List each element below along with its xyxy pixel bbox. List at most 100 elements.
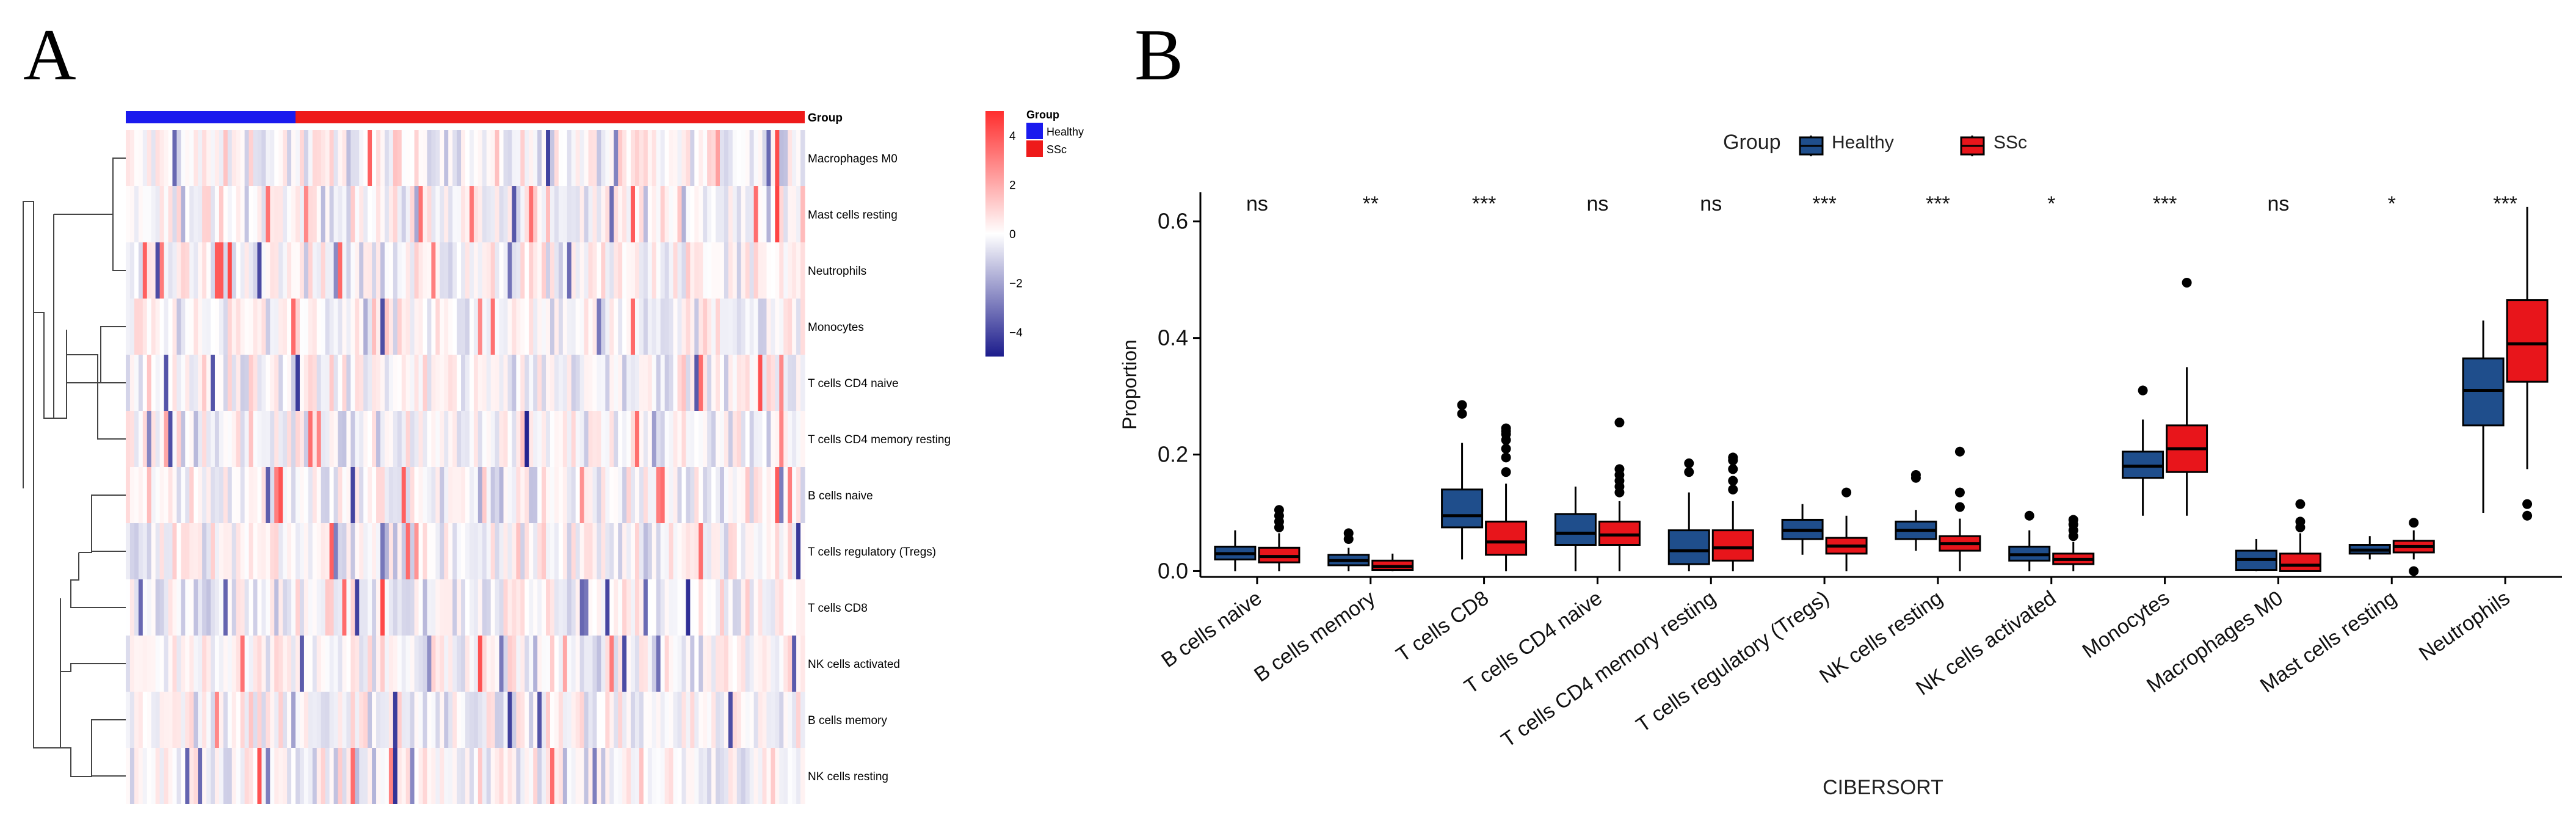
heatmap-cell <box>194 242 198 299</box>
heatmap-cell <box>703 523 708 579</box>
heatmap-cell <box>151 636 156 692</box>
heatmap-cell <box>550 186 555 242</box>
y-tick-label: 0.2 <box>1158 442 1188 467</box>
heatmap-cell <box>189 692 194 748</box>
heatmap-cell <box>664 523 670 579</box>
heatmap-cell <box>664 242 670 299</box>
heatmap-cell <box>363 748 368 804</box>
heatmap-cell <box>686 299 691 355</box>
heatmap-cell <box>299 523 305 579</box>
heatmap-cell <box>350 186 355 242</box>
heatmap-cell <box>673 299 678 355</box>
heatmap-cell <box>728 636 733 692</box>
heatmap-cell <box>792 579 797 636</box>
box-ssc <box>2392 518 2435 576</box>
heatmap-cell <box>745 186 750 242</box>
heatmap-cell <box>253 748 258 804</box>
heatmap-cell <box>745 579 750 636</box>
heatmap-cell <box>495 636 500 692</box>
heatmap-cell <box>775 355 780 411</box>
heatmap-cell <box>635 692 640 748</box>
heatmap-cell <box>448 579 453 636</box>
heatmap-cell <box>635 242 640 299</box>
heatmap-cell <box>512 467 517 523</box>
heatmap-cell <box>686 692 691 748</box>
heatmap-cell <box>448 411 453 467</box>
heatmap-cell <box>126 579 131 636</box>
heatmap-cell <box>287 467 292 523</box>
heatmap-cell <box>711 748 716 804</box>
heatmap-cell <box>211 355 216 411</box>
heatmap-cell <box>151 299 156 355</box>
heatmap-row-label: Mast cells resting <box>808 209 898 222</box>
heatmap-cell <box>529 242 534 299</box>
heatmap-cell <box>291 299 296 355</box>
heatmap-cell <box>257 523 262 579</box>
heatmap-cell <box>707 186 712 242</box>
heatmap-cell <box>800 636 805 692</box>
heatmap-cell <box>308 467 313 523</box>
heatmap-cell <box>707 748 712 804</box>
heatmap-cell <box>677 523 683 579</box>
heatmap-cell <box>686 186 691 242</box>
heatmap-cell <box>363 467 368 523</box>
heatmap-cell <box>452 579 457 636</box>
heatmap-cell <box>418 186 424 242</box>
heatmap-cell <box>635 467 640 523</box>
heatmap-cell <box>643 355 648 411</box>
heatmap-cell <box>643 186 648 242</box>
heatmap-cell <box>372 411 377 467</box>
heatmap-cell <box>720 523 725 579</box>
heatmap-cell <box>473 186 479 242</box>
heatmap-cell <box>342 523 347 579</box>
heatmap-cell <box>185 748 190 804</box>
heatmap-cell <box>401 467 407 523</box>
heatmap-cell <box>172 748 177 804</box>
heatmap-cell <box>622 130 627 186</box>
heatmap-cell <box>223 411 228 467</box>
heatmap-cell <box>147 692 152 748</box>
heatmap-cell <box>626 186 631 242</box>
heatmap-cell <box>452 242 457 299</box>
heatmap-cell <box>690 242 695 299</box>
heatmap-cell <box>457 523 462 579</box>
heatmap-cell <box>401 579 407 636</box>
heatmap-cell <box>558 186 564 242</box>
heatmap-cell <box>686 411 691 467</box>
heatmap-cell <box>771 467 775 523</box>
heatmap-cell <box>597 130 601 186</box>
heatmap-cell <box>758 579 763 636</box>
heatmap-cell <box>482 523 487 579</box>
heatmap-cell <box>728 579 733 636</box>
heatmap-cell <box>783 692 788 748</box>
heatmap-cell <box>753 299 759 355</box>
heatmap-cell <box>274 748 279 804</box>
heatmap-cell <box>495 242 500 299</box>
heatmap-cell <box>592 411 598 467</box>
heatmap-cell <box>151 692 156 748</box>
box-ssc <box>1939 446 1981 571</box>
heatmap-cell <box>368 299 372 355</box>
heatmap-cell <box>257 186 262 242</box>
heatmap-cell <box>499 636 504 692</box>
heatmap-cell <box>299 299 305 355</box>
heatmap-cell <box>546 748 551 804</box>
heatmap-cell <box>457 748 462 804</box>
heatmap-cell <box>346 355 351 411</box>
heatmap-cell <box>440 467 444 523</box>
outlier-point <box>1954 487 1965 498</box>
heatmap-cell <box>495 579 500 636</box>
heatmap-cell <box>579 748 585 804</box>
heatmap-cell <box>452 411 457 467</box>
heatmap-cell <box>507 523 513 579</box>
heatmap-cell <box>452 299 457 355</box>
heatmap-cell <box>448 299 453 355</box>
x-tick-label: B cells memory <box>1250 586 1379 686</box>
heatmap-cell <box>673 523 678 579</box>
heatmap-cell <box>673 579 678 636</box>
heatmap-cell <box>579 636 585 692</box>
heatmap-cell <box>571 579 576 636</box>
heatmap-cell <box>766 299 771 355</box>
heatmap-cell <box>405 299 411 355</box>
heatmap-cell <box>495 411 500 467</box>
